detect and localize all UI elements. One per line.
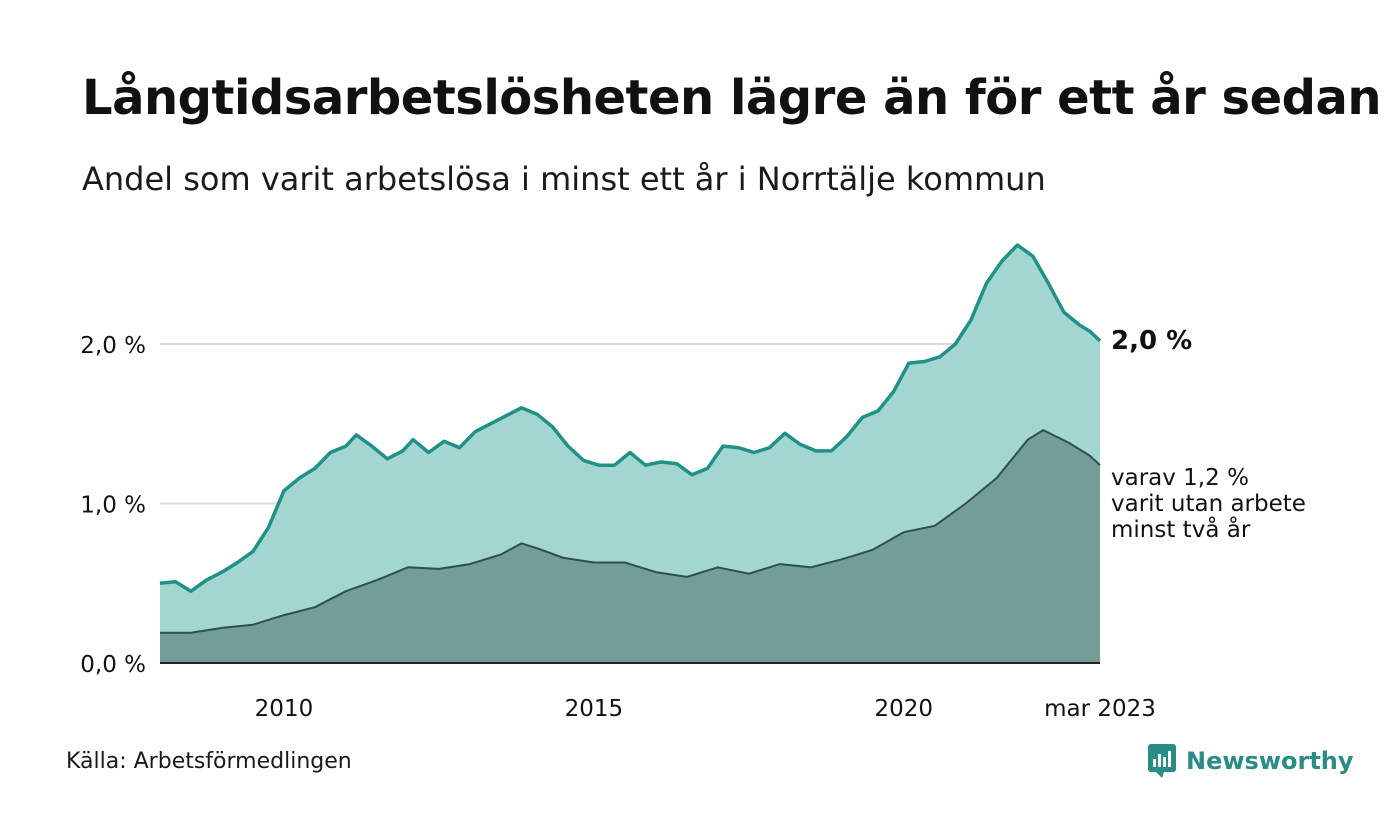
two-year-line [160, 429, 1101, 634]
y-tick-label: 1,0 % [80, 493, 146, 519]
axes: 0,0 % 1,0 % 2,0 % 2010 2015 2020 mar 2023 [80, 333, 1156, 722]
newsworthy-logo-icon [1148, 744, 1176, 778]
plot-areas [159, 243, 1102, 663]
chart-title: Långtidsarbetslösheten lägre än för ett … [82, 70, 1382, 126]
chart-subtitle: Andel som varit arbetslösa i minst ett å… [82, 160, 1046, 198]
brand-name: Newsworthy [1186, 747, 1354, 775]
brand-logo[interactable]: Newsworthy [1148, 744, 1354, 778]
two-year-end-label: varav 1,2 % [1111, 465, 1249, 491]
two-year-end-label: minst två år [1111, 515, 1251, 543]
y-tick-label: 0,0 % [80, 652, 146, 678]
two-year-area [160, 430, 1100, 663]
y-tick-label: 2,0 % [80, 333, 146, 359]
two-year-end-label: varit utan arbete [1111, 491, 1306, 517]
total-end-label: 2,0 % [1111, 326, 1192, 356]
source-note: Källa: Arbetsförmedlingen [66, 749, 352, 774]
x-tick-label: 2020 [874, 696, 933, 722]
x-tick-label: 2015 [565, 696, 624, 722]
total-line [159, 243, 1102, 593]
x-tick-label: 2010 [255, 696, 314, 722]
x-tick-label: mar 2023 [1044, 696, 1156, 722]
